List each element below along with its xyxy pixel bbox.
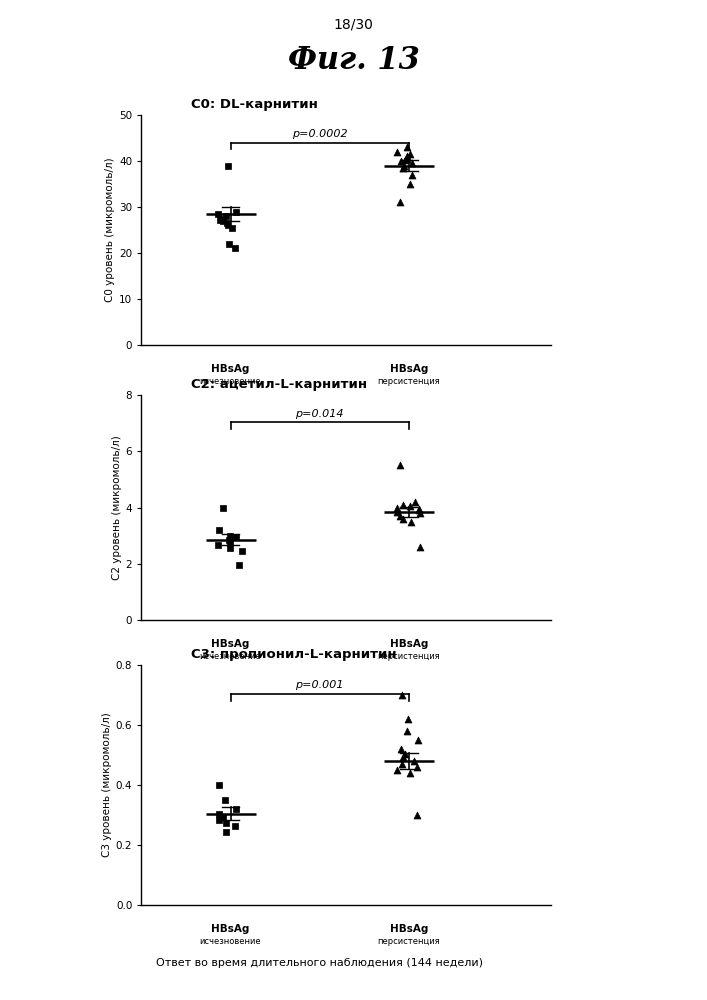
Point bbox=[406, 155, 417, 171]
Point bbox=[397, 160, 409, 176]
Point bbox=[404, 498, 415, 514]
Point bbox=[220, 814, 231, 830]
Point bbox=[225, 540, 236, 556]
Point bbox=[403, 711, 414, 727]
Point bbox=[402, 148, 413, 164]
Point bbox=[408, 753, 419, 769]
Point bbox=[399, 152, 410, 168]
Point bbox=[223, 532, 234, 548]
Point bbox=[398, 158, 409, 174]
Point bbox=[230, 204, 242, 220]
Point bbox=[213, 537, 224, 553]
Point bbox=[394, 194, 405, 210]
Text: C0: DL-карнитин: C0: DL-карнитин bbox=[191, 98, 317, 111]
Text: Ответ во время длительного наблюдения (144 недели): Ответ во время длительного наблюдения (1… bbox=[156, 958, 483, 968]
Point bbox=[404, 146, 416, 162]
Point bbox=[396, 756, 407, 772]
Point bbox=[223, 236, 234, 252]
Text: p=0.001: p=0.001 bbox=[296, 680, 344, 690]
Point bbox=[220, 208, 231, 224]
Point bbox=[212, 206, 223, 222]
Y-axis label: C3 уровень (микромоль/л): C3 уровень (микромоль/л) bbox=[102, 713, 112, 857]
Point bbox=[412, 732, 423, 748]
Point bbox=[401, 151, 412, 167]
Text: HBsAg: HBsAg bbox=[211, 364, 250, 374]
Text: исчезновение: исчезновение bbox=[200, 377, 262, 386]
Text: персистенция: персистенция bbox=[378, 937, 440, 946]
Text: HBsAg: HBsAg bbox=[390, 364, 428, 374]
Point bbox=[222, 217, 233, 233]
Point bbox=[230, 801, 242, 817]
Point bbox=[217, 213, 228, 229]
Point bbox=[395, 457, 406, 473]
Point bbox=[220, 824, 231, 840]
Point bbox=[229, 818, 240, 834]
Text: HBsAg: HBsAg bbox=[211, 924, 250, 934]
Point bbox=[230, 529, 242, 545]
Text: p=0.0002: p=0.0002 bbox=[292, 129, 348, 139]
Point bbox=[398, 511, 409, 527]
Text: Ответ во время длительного наблюдения (144 недели): Ответ во время длительного наблюдения (1… bbox=[156, 398, 483, 408]
Point bbox=[230, 240, 241, 256]
Point bbox=[397, 497, 409, 513]
Text: Фиг. 13: Фиг. 13 bbox=[288, 45, 419, 76]
Text: персистенция: персистенция bbox=[378, 652, 440, 661]
Point bbox=[392, 144, 403, 160]
Point bbox=[236, 543, 247, 559]
Point bbox=[226, 220, 237, 236]
Point bbox=[396, 687, 407, 703]
Point bbox=[217, 500, 228, 516]
Point bbox=[396, 153, 407, 169]
Text: p=0.014: p=0.014 bbox=[296, 409, 344, 419]
Text: исчезновение: исчезновение bbox=[200, 652, 262, 661]
Point bbox=[391, 762, 402, 778]
Point bbox=[399, 746, 411, 762]
Text: C2: ацетил-L-карнитин: C2: ацетил-L-карнитин bbox=[191, 378, 367, 391]
Point bbox=[413, 502, 424, 518]
Point bbox=[395, 741, 407, 757]
Point bbox=[214, 812, 225, 828]
Point bbox=[404, 765, 416, 781]
Point bbox=[411, 759, 422, 775]
Point bbox=[406, 514, 417, 530]
Point bbox=[216, 211, 228, 227]
Point bbox=[213, 806, 224, 822]
Y-axis label: C2 уровень (микромоль/л): C2 уровень (микромоль/л) bbox=[112, 435, 122, 580]
Point bbox=[223, 158, 234, 174]
Point bbox=[414, 501, 425, 517]
Point bbox=[411, 807, 422, 823]
Text: HBsAg: HBsAg bbox=[390, 924, 428, 934]
Text: HBsAg: HBsAg bbox=[211, 639, 250, 649]
Point bbox=[215, 212, 226, 228]
Text: Ответ во время длительного наблюдения (144 недели): Ответ во время длительного наблюдения (1… bbox=[156, 673, 483, 683]
Point bbox=[397, 748, 409, 764]
Point bbox=[224, 528, 235, 544]
Point bbox=[233, 557, 245, 573]
Point bbox=[221, 215, 233, 231]
Point bbox=[402, 139, 413, 155]
Point bbox=[392, 504, 403, 520]
Point bbox=[394, 508, 405, 524]
Y-axis label: C0 уровень (микромоль/л): C0 уровень (микромоль/л) bbox=[105, 158, 115, 302]
Point bbox=[414, 505, 426, 521]
Text: исчезновение: исчезновение bbox=[200, 937, 262, 946]
Text: 18/30: 18/30 bbox=[334, 18, 373, 32]
Point bbox=[225, 535, 236, 551]
Text: C3: пропионил-L-карнитин: C3: пропионил-L-карнитин bbox=[191, 648, 396, 661]
Point bbox=[407, 167, 418, 183]
Text: HBsAg: HBsAg bbox=[390, 639, 428, 649]
Point bbox=[404, 176, 415, 192]
Point bbox=[414, 539, 426, 555]
Text: персистенция: персистенция bbox=[378, 377, 440, 386]
Point bbox=[220, 792, 231, 808]
Point bbox=[213, 522, 224, 538]
Point bbox=[401, 723, 412, 739]
Point bbox=[409, 494, 421, 510]
Point bbox=[391, 500, 402, 516]
Point bbox=[218, 808, 229, 824]
Point bbox=[214, 777, 225, 793]
